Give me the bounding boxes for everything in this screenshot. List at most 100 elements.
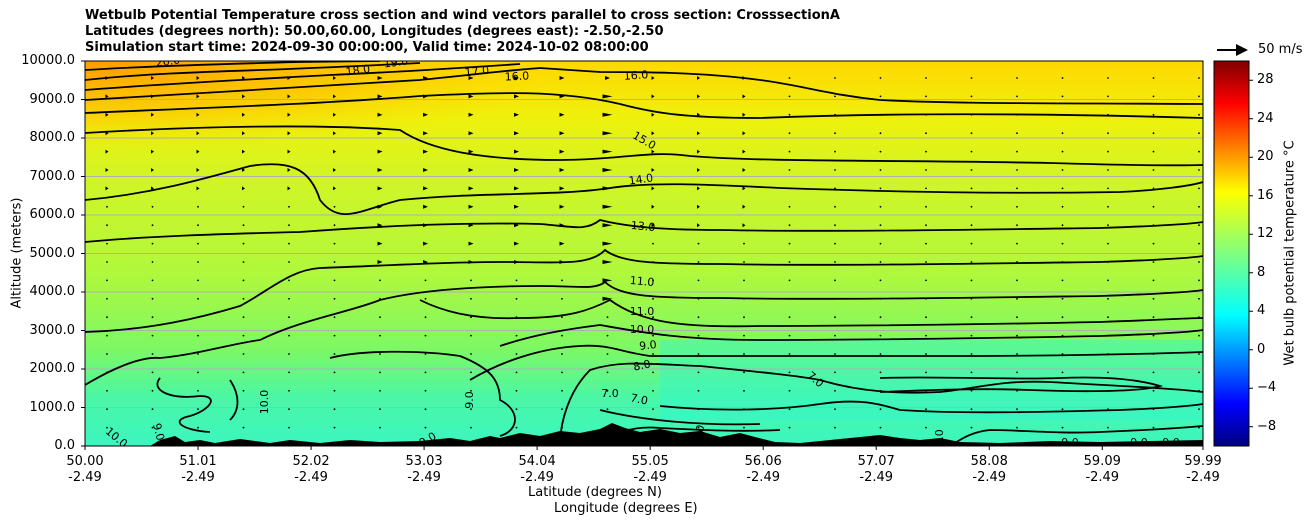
wind-vector [1016, 113, 1018, 116]
wind-vector [834, 261, 836, 263]
contour-line [229, 379, 239, 421]
wind-vector [468, 186, 474, 191]
wind-vector [287, 168, 291, 172]
wind-vector [242, 408, 245, 411]
wind-vector [514, 186, 519, 191]
wind-vector [287, 94, 291, 99]
wind-vector [742, 76, 746, 80]
wind-vector [834, 224, 836, 227]
x-tick-label-lon: -2.49 [407, 470, 441, 485]
wind-vector [515, 316, 518, 319]
wind-vector [333, 242, 336, 245]
wind-vector [743, 279, 745, 282]
wind-vector [788, 113, 791, 116]
y-axis-label: Altitude (meters) [9, 197, 25, 309]
wind-vector [697, 297, 700, 300]
wind-vector [834, 334, 836, 337]
contour-line [85, 61, 381, 71]
contour-label: 9.0 [1130, 436, 1148, 449]
wind-vector [561, 334, 563, 337]
contour-line [85, 67, 1203, 105]
wind-vector [242, 149, 245, 154]
wind-vector [514, 241, 519, 246]
wind-vector [1198, 224, 1200, 227]
wind-vector [242, 261, 245, 263]
wind-vector [559, 186, 565, 191]
wind-vector [1107, 224, 1109, 227]
wind-vector [879, 132, 882, 135]
wind-vector [1016, 187, 1018, 190]
wind-vector [879, 426, 882, 429]
wind-vector [743, 353, 745, 355]
wind-vector [1016, 224, 1018, 227]
wind-vector [106, 316, 108, 319]
warm-anomaly [85, 61, 585, 151]
wind-vector [879, 334, 882, 337]
wind-vector [1198, 169, 1200, 171]
wind-vector [333, 224, 336, 227]
wind-vector [333, 131, 336, 136]
wind-vector [196, 131, 200, 136]
contour-line [329, 350, 516, 437]
wind-vector [697, 204, 700, 209]
x-tick-label-lat: 50.00 [66, 454, 104, 469]
wind-vector [1198, 297, 1200, 300]
x-tick-label-lat: 55.05 [631, 454, 669, 469]
wind-vector [834, 316, 836, 319]
wind-vector [652, 279, 654, 282]
wind-vector [1016, 261, 1018, 263]
wind-vector [697, 316, 700, 319]
wind-vector [1061, 242, 1064, 245]
wind-vector [424, 334, 427, 337]
wind-vector [242, 334, 245, 337]
wind-vector [1152, 297, 1155, 300]
wind-vector [333, 186, 336, 191]
wind-vector [1152, 169, 1155, 171]
wind-vector [197, 205, 199, 208]
wind-vector [424, 371, 427, 374]
wind-vector [879, 242, 882, 245]
x-tick-label-lon: -2.49 [520, 470, 554, 485]
wind-vector [697, 94, 700, 99]
wind-vector [468, 112, 474, 117]
wind-vector [1198, 426, 1200, 429]
wind-vector [970, 132, 973, 135]
wind-vector [1016, 77, 1018, 79]
wind-vector [106, 224, 108, 227]
x-tick-label-lon: -2.49 [859, 470, 894, 485]
wind-vector [561, 371, 563, 374]
wind-vector [242, 112, 245, 117]
wind-vector [1016, 334, 1018, 337]
contour-line [85, 63, 521, 91]
wind-vector [1061, 426, 1064, 429]
y-tick-label: 5000.0 [29, 245, 76, 261]
x-axis-label-lon: Longitude (degrees E) [554, 501, 698, 516]
wind-vector [834, 353, 836, 355]
wind-vector [105, 94, 109, 99]
y-tick-label: 8000.0 [29, 130, 76, 145]
wind-vector [514, 260, 519, 264]
wind-vector [697, 408, 700, 411]
wind-vector [470, 371, 472, 374]
wind-vector [242, 186, 245, 191]
wind-vector [561, 426, 563, 429]
contour-label: 11.0 [630, 305, 655, 318]
wind-vector [788, 224, 791, 227]
wind-vector [697, 223, 700, 228]
wind-vector [1016, 426, 1018, 429]
wind-vector [242, 131, 245, 136]
wind-vector [242, 371, 245, 374]
wind-vector [834, 205, 836, 208]
wind-vector [879, 371, 882, 374]
wind-vector [697, 131, 700, 136]
wind-vector [288, 426, 290, 429]
wind-vector [743, 261, 745, 263]
wind-vector [1061, 279, 1064, 282]
wind-vector [561, 353, 563, 355]
wind-vector [515, 334, 518, 337]
wind-vector [514, 94, 519, 99]
wind-vector [1061, 187, 1064, 190]
wind-vector [1198, 353, 1200, 355]
wind-vector [925, 371, 927, 374]
wind-vector [1107, 113, 1109, 116]
